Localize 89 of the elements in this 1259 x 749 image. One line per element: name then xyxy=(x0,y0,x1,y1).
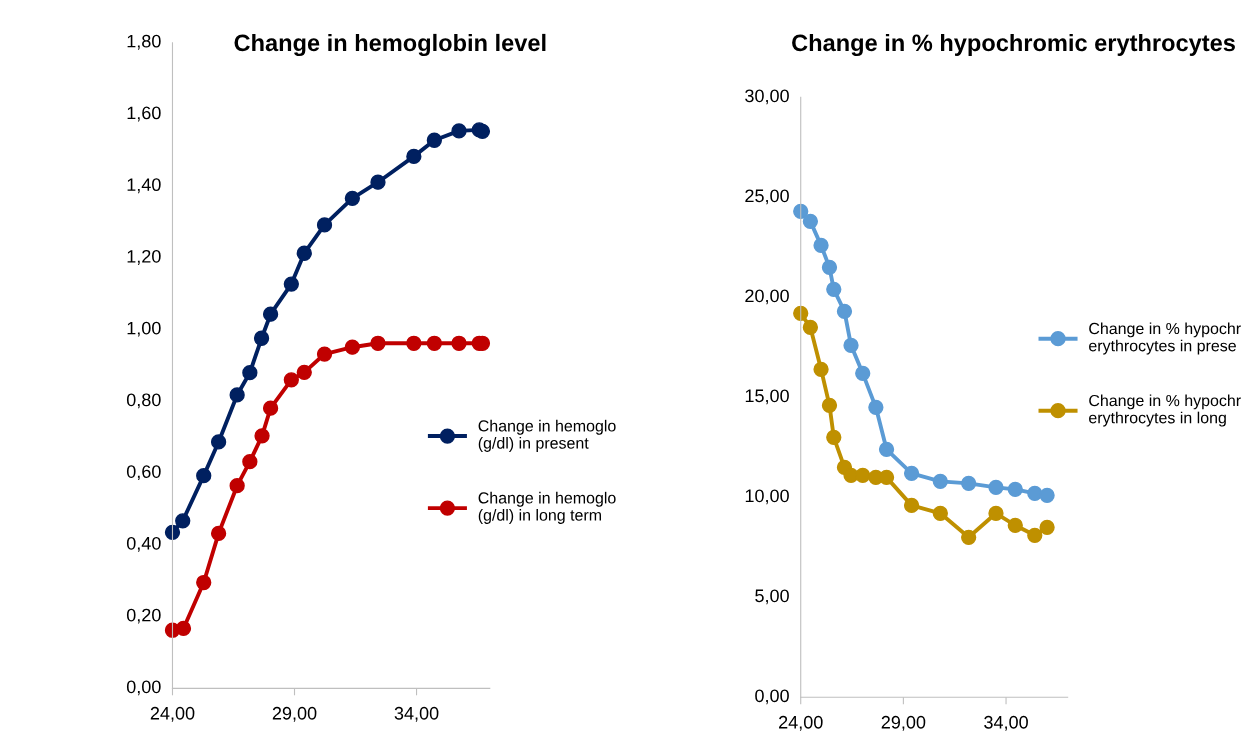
point xyxy=(175,620,192,637)
point xyxy=(175,513,191,529)
point xyxy=(802,213,819,229)
point xyxy=(813,361,829,377)
point xyxy=(1027,485,1043,501)
y-tick-label: 10,00 xyxy=(745,489,789,505)
x-tick-label: 34,00 xyxy=(394,706,439,722)
chart-title: Change in % hypochromic erythrocytes xyxy=(792,33,1235,56)
y-tick-label: 0,20 xyxy=(126,608,161,624)
legend-label: Change in % hypochr erythrocytes in long xyxy=(1089,394,1241,427)
x-tick-label: 24,00 xyxy=(150,706,195,722)
point xyxy=(242,365,258,381)
point xyxy=(826,281,842,297)
point xyxy=(932,505,948,521)
point xyxy=(283,276,299,292)
x-tick-label: 34,00 xyxy=(984,715,1028,731)
point xyxy=(196,574,212,591)
point xyxy=(253,330,270,346)
point xyxy=(242,454,258,470)
point xyxy=(262,400,279,416)
point xyxy=(316,217,333,233)
x-tick-label: 29,00 xyxy=(272,706,317,722)
point xyxy=(903,465,920,481)
point xyxy=(451,123,467,139)
y-tick-label: 0,80 xyxy=(126,393,161,409)
point xyxy=(961,475,977,491)
legend-label: Change in hemoglo (g/dl) in present xyxy=(478,419,616,452)
point xyxy=(164,524,181,540)
point xyxy=(1007,481,1023,497)
point xyxy=(903,497,920,513)
point xyxy=(406,335,422,351)
y-tick-label: 25,00 xyxy=(745,189,789,205)
y-tick-label: 1,40 xyxy=(127,178,161,194)
point xyxy=(868,399,884,415)
point xyxy=(1007,517,1023,533)
point xyxy=(1039,487,1055,503)
point xyxy=(316,346,333,362)
x-tick-label: 29,00 xyxy=(881,715,926,731)
point xyxy=(262,306,279,322)
point xyxy=(988,505,1004,521)
y-tick-label: 1,20 xyxy=(127,249,161,265)
point xyxy=(196,467,212,484)
point xyxy=(1039,519,1055,535)
y-tick-label: 20,00 xyxy=(745,289,789,305)
y-tick-label: 0,40 xyxy=(126,536,161,552)
point xyxy=(793,305,809,321)
point xyxy=(283,372,299,388)
y-tick-label: 0,60 xyxy=(126,465,161,481)
y-tick-label: 15,00 xyxy=(745,389,789,405)
point xyxy=(296,245,312,261)
point xyxy=(855,365,871,381)
point xyxy=(821,397,838,413)
point xyxy=(878,441,895,457)
point xyxy=(932,473,948,489)
legend-label: Change in hemoglo (g/dl) in long term xyxy=(478,491,616,524)
y-tick-label: 0,00 xyxy=(126,680,161,696)
legend-label: Change in % hypochr erythrocytes in prese xyxy=(1089,322,1241,355)
point xyxy=(843,337,859,353)
point xyxy=(961,529,977,545)
chart-title: Change in hemoglobin level xyxy=(234,33,546,56)
x-tick-label: 24,00 xyxy=(779,715,823,731)
point xyxy=(370,335,386,351)
point xyxy=(229,478,245,494)
point xyxy=(1027,527,1043,543)
point xyxy=(451,335,467,351)
y-tick-label: 30,00 xyxy=(745,89,789,105)
point xyxy=(296,364,312,380)
point xyxy=(229,387,245,403)
point xyxy=(426,335,442,351)
y-tick-label: 1,00 xyxy=(127,321,161,337)
point xyxy=(802,319,819,335)
point xyxy=(821,259,838,275)
point xyxy=(344,190,360,207)
point xyxy=(813,237,829,253)
y-tick-label: 1,60 xyxy=(127,106,161,122)
point xyxy=(210,525,227,542)
y-tick-label: 5,00 xyxy=(755,589,789,605)
point xyxy=(210,434,227,450)
point xyxy=(988,479,1004,495)
point xyxy=(826,429,842,445)
point xyxy=(254,428,270,444)
y-tick-label: 1,80 xyxy=(127,34,161,50)
point xyxy=(855,467,871,483)
point xyxy=(370,174,386,190)
point xyxy=(406,148,422,165)
point xyxy=(836,303,853,319)
point xyxy=(344,339,360,355)
point xyxy=(426,132,442,148)
y-tick-label: 0,00 xyxy=(755,689,789,705)
